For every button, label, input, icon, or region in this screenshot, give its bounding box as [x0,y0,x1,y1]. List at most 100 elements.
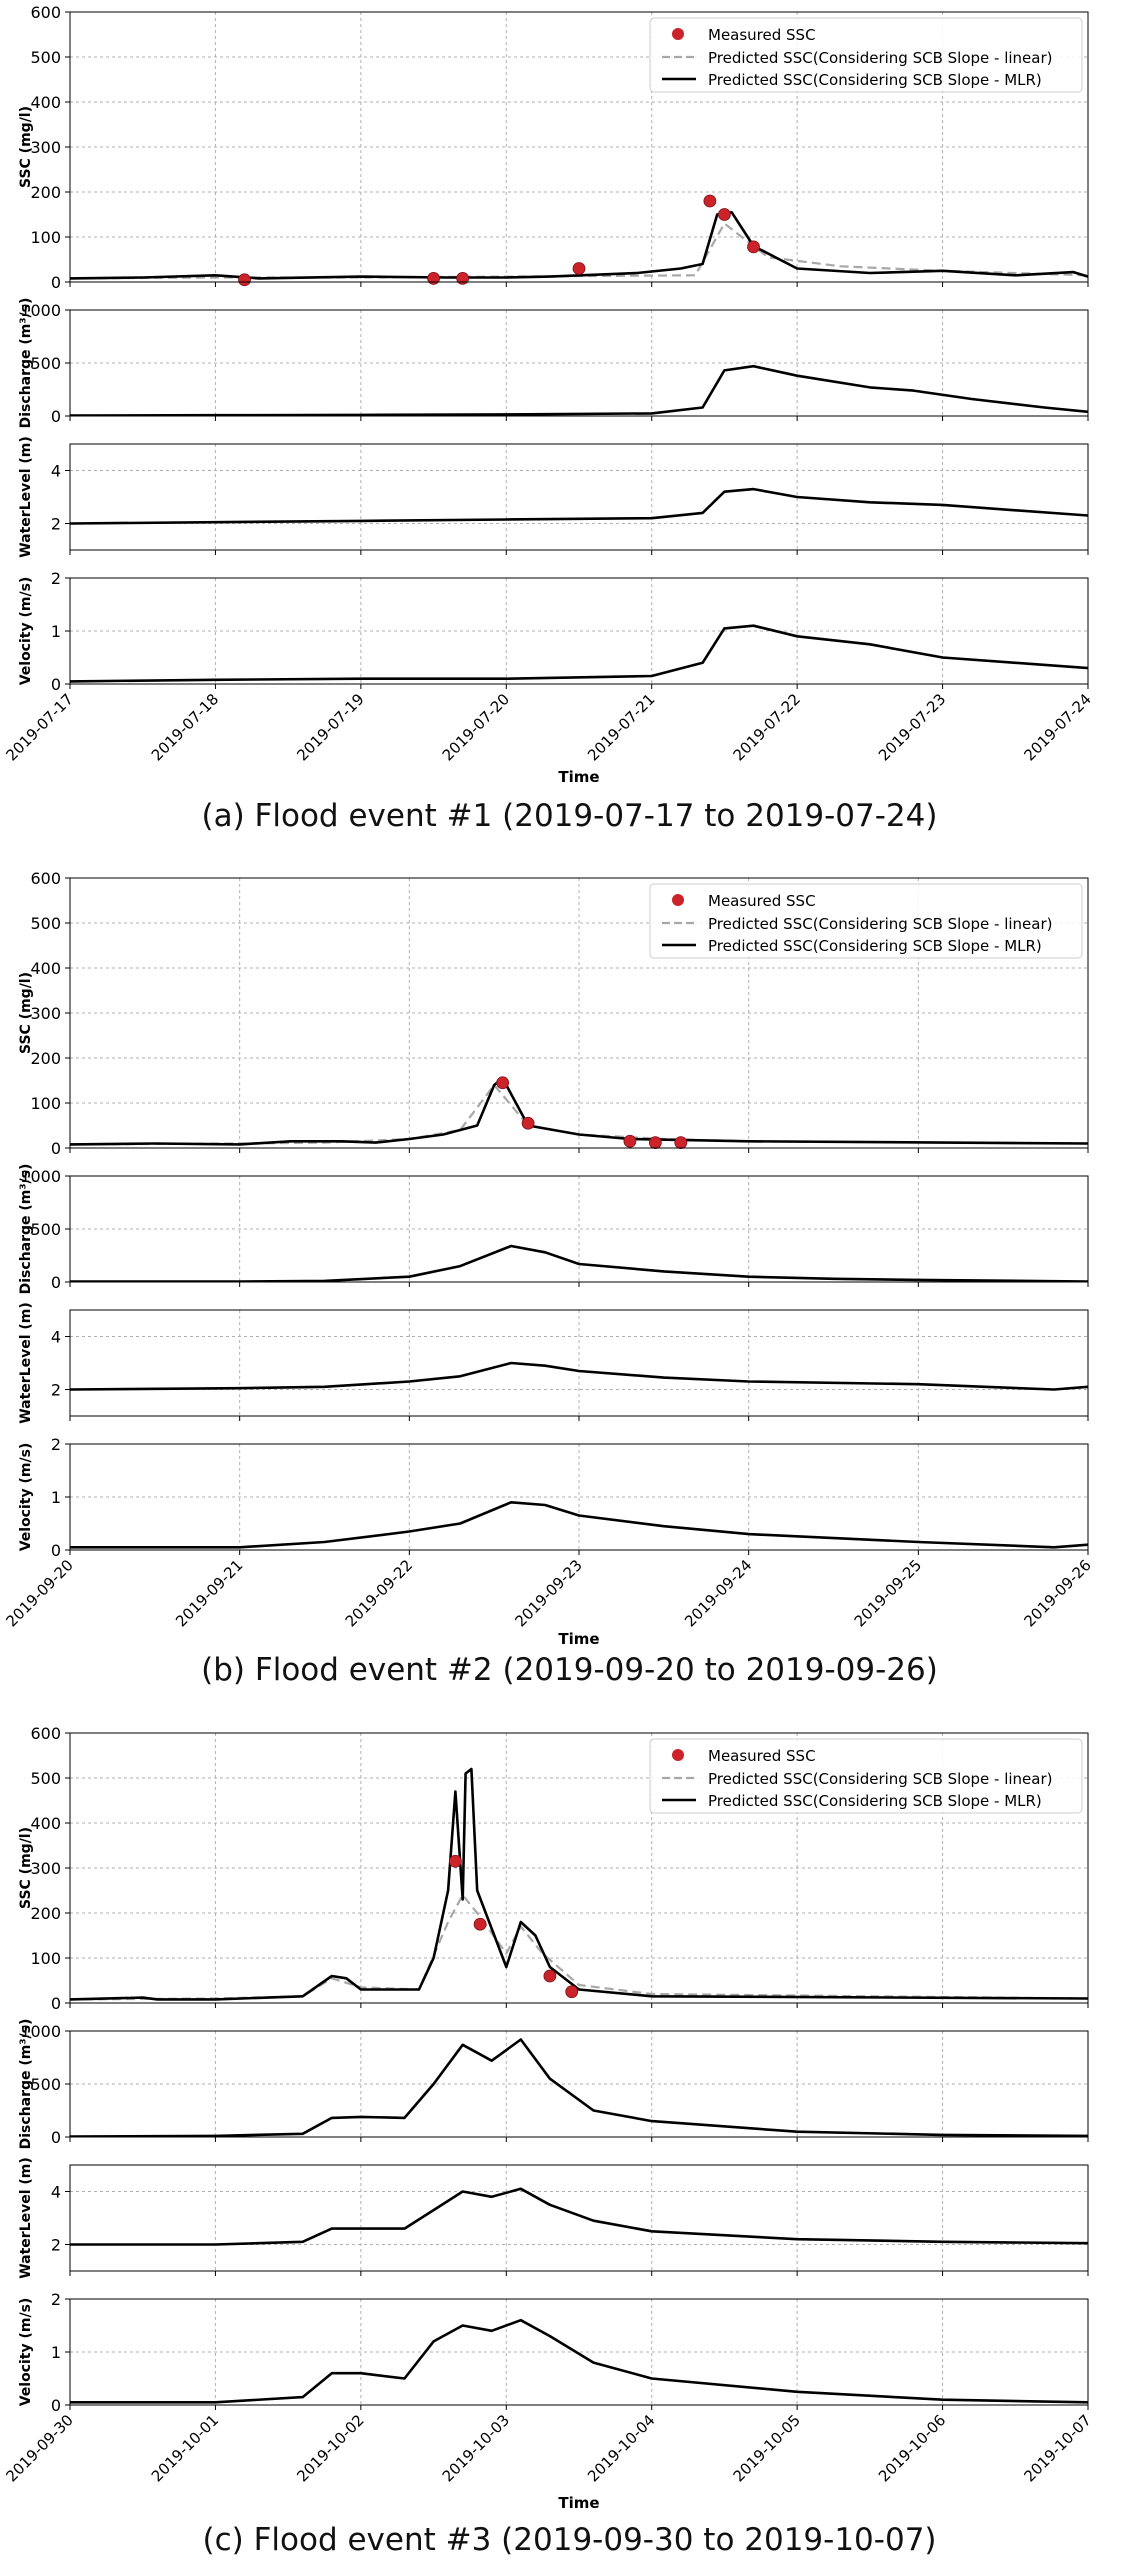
y-tick-label: 2 [51,2236,61,2255]
measured-point [718,208,731,221]
y-tick-label: 0 [51,407,61,426]
y-tick-label: 300 [30,138,61,157]
legend-label-linear: Predicted SSC(Considering SCB Slope - li… [708,1770,1052,1788]
x-axis-label: Time [558,1630,599,1648]
measured-point [543,1969,557,1983]
y-tick-label: 400 [30,959,61,978]
y-tick-label: 2 [51,1435,61,1454]
y-tick-label: 300 [30,1859,61,1878]
series-line-mlr [70,487,1088,525]
x-tick-label: 2019-07-21 [584,690,658,764]
y-tick-label: 1 [51,622,61,641]
y-tick-label: 200 [30,1904,61,1923]
x-tick-label: 2019-07-17 [2,690,76,764]
measured-point [674,1136,688,1149]
panel-frame [69,1309,1089,1417]
y-tick-label: 1000 [20,2022,61,2041]
x-tick-label: 2019-10-07 [1020,2411,1094,2485]
panel-velocity: 0 1 2 Velocity (m/s) [18,2290,1089,2415]
measured-point [521,1116,535,1130]
caption-event-2: (b) Flood event #2 (2019-09-20 to 2019-0… [201,1652,938,1688]
panel-velocity: 0 1 2 Velocity (m/s) [18,1435,1089,1560]
legend-label-mlr: Predicted SSC(Considering SCB Slope - ML… [708,937,1042,955]
y-tick-label: 100 [30,1949,61,1968]
y-tick-label: 4 [51,462,61,481]
y-tick-label: 0 [51,2396,61,2415]
y-tick-label: 0 [51,1273,61,1292]
y-tick-label: 100 [30,228,61,247]
measured-point [238,273,251,287]
legend-label-linear: Predicted SSC(Considering SCB Slope - li… [708,915,1052,933]
legend-marker-measured [672,894,684,906]
chart-event-3: 0 100 200 300 400 500 600 SSC (mg/l) Measured SS… [2,1724,1094,2512]
x-axis-label: Time [558,768,599,786]
y-tick-label: 500 [30,914,61,933]
y-tick-label: 400 [30,1814,61,1833]
series-line-mlr [70,364,1088,416]
series-line-mlr [70,1077,1088,1146]
series-line-mlr [70,2187,1088,2246]
y-axis-label: Velocity (m/s) [18,577,34,686]
y-tick-label: 100 [30,1094,61,1113]
y-tick-label: 1000 [20,1167,61,1186]
panel-frame [69,2298,1089,2406]
x-tick-label: 2019-10-04 [584,2411,658,2485]
panel-waterlevel: 2 4 WaterLevel (m) [18,436,1089,558]
x-tick-label: 2019-10-05 [730,2411,804,2485]
y-tick-label: 600 [30,1724,61,1743]
panel-waterlevel: 2 4 WaterLevel (m) [18,2157,1089,2279]
legend: Measured SSC Predicted SSC(Considering SC… [649,1738,1083,1814]
caption-event-3: (c) Flood event #3 (2019-09-30 to 2019-1… [202,2522,937,2558]
y-tick-label: 0 [51,2128,61,2147]
y-axis-label: Velocity (m/s) [18,2298,34,2407]
legend-box [649,883,1083,959]
legend-box [649,17,1083,93]
y-axis-label: WaterLevel (m) [18,1302,34,1424]
y-tick-label: 4 [51,2183,61,2202]
y-tick-label: 0 [51,1541,61,1560]
legend-label-measured: Measured SSC [708,1747,816,1765]
panel-frame [69,11,1089,283]
measured-point [496,1076,510,1090]
legend-label-linear: Predicted SSC(Considering SCB Slope - li… [708,49,1052,67]
panel-frame [69,1443,1089,1551]
measured-point [473,1917,487,1931]
y-axis-label: WaterLevel (m) [18,436,34,558]
legend: Measured SSC Predicted SSC(Considering SC… [649,883,1083,959]
y-tick-label: 2 [51,569,61,588]
caption-event-1: (a) Flood event #1 (2019-07-17 to 2019-0… [201,798,938,834]
y-tick-label: 0 [51,1139,61,1158]
panel-frame [69,1732,1089,2004]
x-tick-label: 2019-09-21 [172,1556,246,1630]
panel-frame [69,1175,1089,1283]
panel-frame [69,309,1089,417]
series-line-mlr [70,1767,1088,2001]
series-line-linear [70,1893,1088,2001]
y-tick-label: 300 [30,1004,61,1023]
y-tick-label: 2 [51,1381,61,1400]
legend-label-measured: Measured SSC [708,26,816,44]
y-tick-label: 0 [51,273,61,292]
x-tick-label: 2019-10-02 [293,2411,367,2485]
series-line-mlr [70,624,1088,683]
measured-point [427,271,440,285]
y-tick-label: 500 [30,1769,61,1788]
y-tick-label: 200 [30,1049,61,1068]
panel-waterlevel: 2 4 WaterLevel (m) [18,1302,1089,1424]
legend-box [649,1738,1083,1814]
y-axis-label: SSC (mg/l) [18,1827,34,1909]
x-tick-label: 2019-09-23 [511,1556,585,1630]
x-tick-label: 2019-10-06 [875,2411,949,2485]
x-tick-label: 2019-10-01 [148,2411,222,2485]
y-axis-label: SSC (mg/l) [18,106,34,188]
y-tick-label: 1000 [20,301,61,320]
x-tick-label: 2019-09-26 [1020,1556,1094,1630]
measured-point [747,240,760,254]
legend: Measured SSC Predicted SSC(Considering SC… [649,17,1083,93]
x-tick-label: 2019-07-18 [148,690,222,764]
panel-frame [69,2030,1089,2138]
